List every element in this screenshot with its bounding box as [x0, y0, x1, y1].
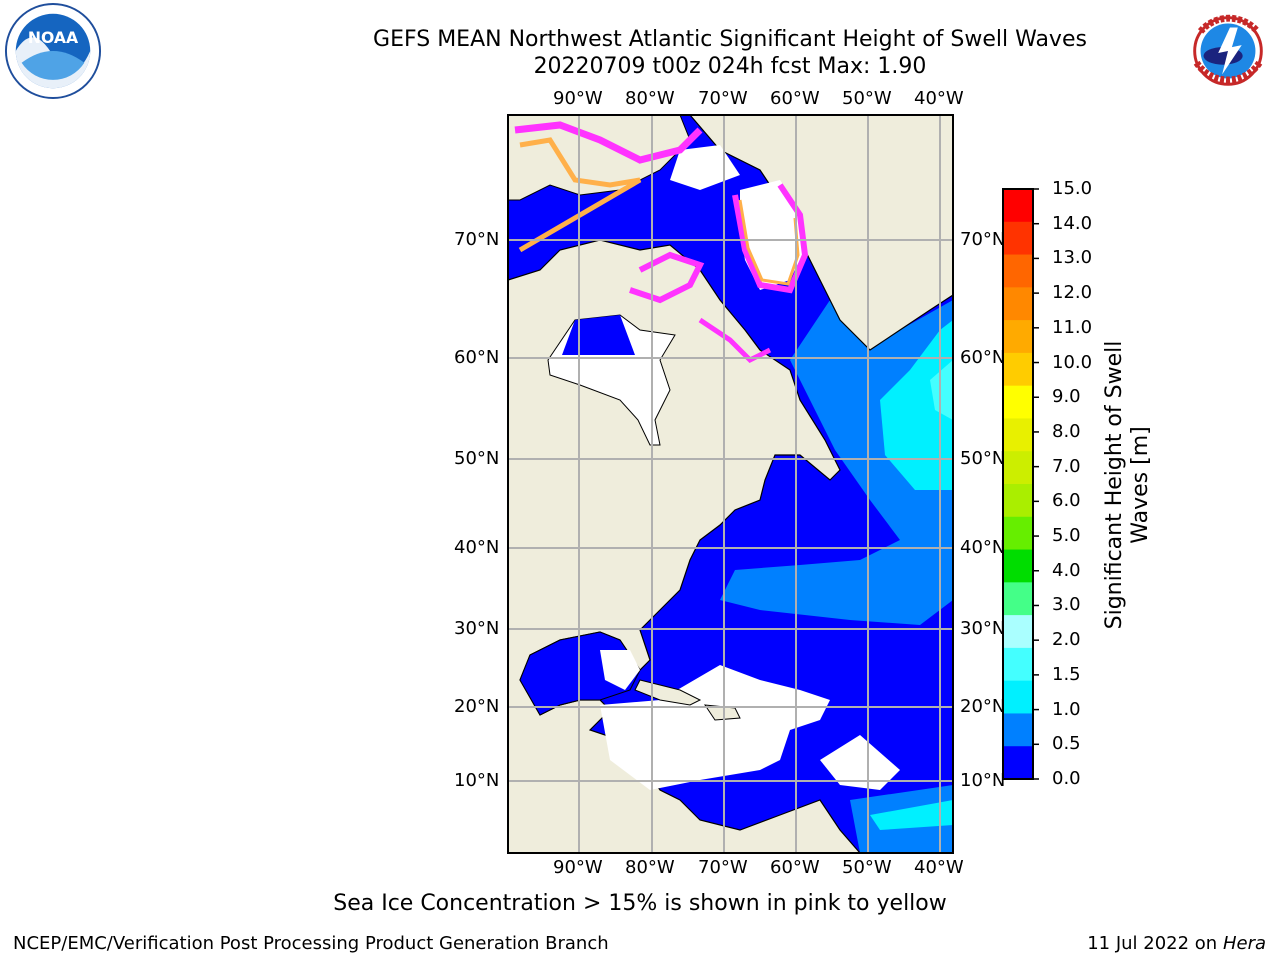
colorbar-tick-label: 0.5	[1052, 733, 1081, 755]
colorbar-segment	[1003, 189, 1033, 223]
lon-label-bottom: 70°W	[698, 857, 748, 878]
lat-label-right: 20°N	[960, 696, 1006, 717]
colorbar-tick-label: 4.0	[1052, 559, 1081, 581]
lon-label-top: 80°W	[625, 88, 675, 109]
footer-machine: Hera	[1222, 933, 1266, 954]
arctic-no-data	[670, 145, 740, 190]
colorbar-tick-label: 5.0	[1052, 525, 1081, 547]
sea-ice-hudson-strait	[698, 317, 772, 364]
colorbar-label: Significant Height of Swell Waves [m]	[1102, 340, 1153, 630]
colorbar-segment	[1003, 221, 1033, 256]
colorbar-segment	[1003, 287, 1033, 321]
colorbar-segment	[1003, 451, 1033, 485]
colorbar-frame	[1002, 188, 1034, 780]
colorbar-segment	[1003, 746, 1033, 780]
colorbar-tick-label: 2.0	[1052, 629, 1081, 651]
colorbar-tick-label: 9.0	[1052, 386, 1081, 408]
lon-label-top: 50°W	[842, 88, 892, 109]
lon-label-top: 90°W	[553, 88, 603, 109]
sea-ice-baffin	[732, 183, 809, 294]
footer-credit: NCEP/EMC/Verification Post Processing Pr…	[13, 933, 609, 954]
colorbar-tick-label: 10.0	[1052, 351, 1093, 373]
lat-label-left: 30°N	[454, 618, 500, 639]
lat-label-left: 40°N	[454, 537, 500, 558]
colorbar-segment	[1003, 680, 1033, 714]
lat-label-right: 30°N	[960, 618, 1006, 639]
colorbar-tick-label: 12.0	[1052, 282, 1093, 304]
colorbar-tick-label: 3.0	[1052, 594, 1081, 616]
colorbar-tick-label: 8.0	[1052, 420, 1081, 442]
sea-ice-foxe	[629, 251, 705, 304]
lat-label-left: 70°N	[454, 229, 500, 250]
chart-title: GEFS MEAN Northwest Atlantic Significant…	[373, 27, 1087, 52]
colorbar-segment	[1003, 713, 1033, 747]
caption: Sea Ice Concentration > 15% is shown in …	[333, 891, 947, 916]
sea-ice-arctic	[514, 121, 703, 164]
colorbar-segment	[1003, 582, 1033, 616]
colorbar-tick-label: 1.5	[1052, 663, 1081, 685]
colorbar-segment	[1003, 352, 1033, 387]
map-frame	[507, 114, 954, 854]
sea-ice-arctic-orange	[518, 137, 642, 253]
caribbean-no-data	[600, 665, 830, 790]
colorbar-tick-label: 11.0	[1052, 316, 1093, 338]
caribbean-no-data-east	[820, 735, 900, 790]
lon-label-top: 40°W	[914, 88, 964, 109]
lat-label-left: 10°N	[454, 770, 500, 791]
lon-label-top: 60°W	[770, 88, 820, 109]
nws-logo	[1180, 3, 1276, 99]
lon-label-bottom: 60°W	[770, 857, 820, 878]
lat-label-right: 40°N	[960, 537, 1006, 558]
footer-date-text: 11 Jul 2022 on	[1087, 933, 1223, 954]
footer-date: 11 Jul 2022 on Hera	[1087, 933, 1266, 954]
colorbar-segment	[1003, 418, 1033, 452]
colorbar-segment	[1003, 549, 1033, 583]
colorbar-tick-label: 1.0	[1052, 698, 1081, 720]
colorbar-segment	[1003, 516, 1033, 551]
colorbar-tick-label: 7.0	[1052, 455, 1081, 477]
colorbar	[1003, 188, 1039, 780]
noaa-logo-text: NOAA	[28, 28, 79, 47]
colorbar-segment	[1003, 615, 1033, 649]
lat-label-left: 20°N	[454, 696, 500, 717]
land-arctic-islands	[508, 115, 691, 201]
lon-label-bottom: 90°W	[553, 857, 603, 878]
colorbar-tick-label: 6.0	[1052, 490, 1081, 512]
swell-band-1.0-1.5-south	[870, 800, 953, 830]
lon-label-top: 70°W	[698, 88, 748, 109]
lon-label-bottom: 80°W	[625, 857, 675, 878]
lon-label-bottom: 50°W	[842, 857, 892, 878]
swell-band-0.5-1.0	[720, 300, 953, 625]
colorbar-segment	[1003, 320, 1033, 354]
chart-subtitle: 20220709 t00z 024h fcst Max: 1.90	[533, 54, 927, 79]
noaa-logo: NOAA	[4, 2, 102, 100]
lat-label-right: 50°N	[960, 448, 1006, 469]
baffin-no-data	[740, 180, 805, 290]
lon-label-bottom: 40°W	[914, 857, 964, 878]
swell-band-1.5-2.0	[930, 360, 953, 420]
colorbar-segment	[1003, 647, 1033, 682]
swell-band-1.0-1.5	[880, 320, 953, 490]
graticule	[508, 115, 953, 853]
colorbar-tick-label: 0.0	[1052, 768, 1081, 789]
colorbar-tick-label: 13.0	[1052, 247, 1093, 269]
colorbar-segment	[1003, 484, 1033, 518]
colorbar-tick-label: 15.0	[1052, 178, 1093, 199]
lat-label-left: 60°N	[454, 347, 500, 368]
map-panel	[508, 115, 953, 853]
lat-label-right: 10°N	[960, 770, 1006, 791]
lat-label-left: 50°N	[454, 448, 500, 469]
land-greenland	[689, 115, 953, 351]
colorbar-segment	[1003, 385, 1033, 419]
lat-label-right: 60°N	[960, 347, 1006, 368]
gulf-white	[600, 650, 640, 690]
hudson-bay-swell	[562, 315, 635, 355]
colorbar-tick-label: 14.0	[1052, 212, 1093, 234]
lat-label-right: 70°N	[960, 229, 1006, 250]
colorbar-segment	[1003, 254, 1033, 288]
